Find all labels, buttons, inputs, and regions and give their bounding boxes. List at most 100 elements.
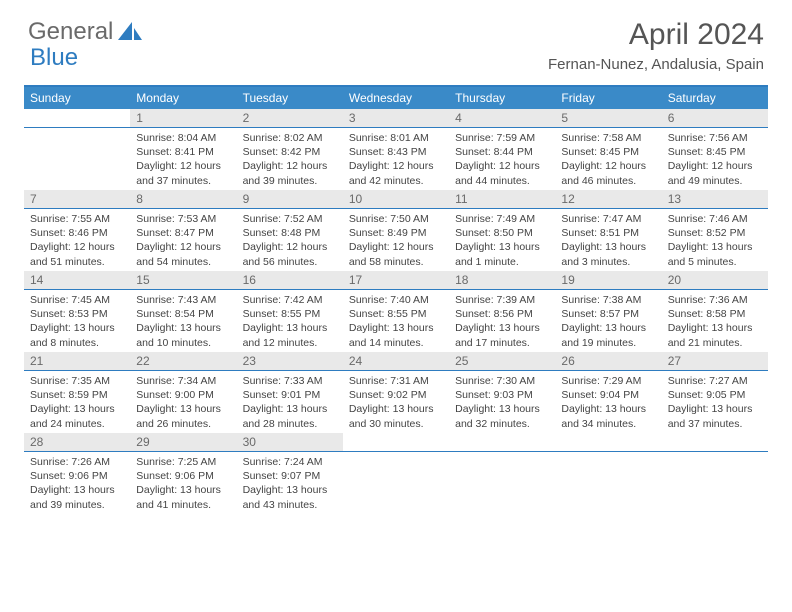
day-cell: Sunrise: 7:46 AMSunset: 8:52 PMDaylight:… [662, 209, 768, 271]
sunrise-text: Sunrise: 7:55 AM [30, 212, 124, 226]
sunset-text: Sunset: 8:50 PM [455, 226, 549, 240]
day-number: 14 [24, 271, 130, 289]
sunset-text: Sunset: 8:58 PM [668, 307, 762, 321]
day-number: 28 [24, 433, 130, 451]
daylight-text: Daylight: 12 hours and 44 minutes. [455, 159, 549, 187]
title-block: April 2024 Fernan-Nunez, Andalusia, Spai… [548, 18, 764, 73]
day-cell: Sunrise: 7:33 AMSunset: 9:01 PMDaylight:… [237, 371, 343, 433]
day-number: 25 [449, 352, 555, 370]
day-cell [24, 128, 130, 190]
weekday-header-row: Sunday Monday Tuesday Wednesday Thursday… [24, 87, 768, 109]
daylight-text: Daylight: 13 hours and 30 minutes. [349, 402, 443, 430]
day-cell: Sunrise: 7:29 AMSunset: 9:04 PMDaylight:… [555, 371, 661, 433]
daylight-text: Daylight: 13 hours and 32 minutes. [455, 402, 549, 430]
sunrise-text: Sunrise: 7:40 AM [349, 293, 443, 307]
logo-text-1: General [28, 18, 113, 46]
sunrise-text: Sunrise: 7:58 AM [561, 131, 655, 145]
day-number: 23 [237, 352, 343, 370]
day-number: 20 [662, 271, 768, 289]
daylight-text: Daylight: 13 hours and 37 minutes. [668, 402, 762, 430]
logo-text-2: Blue [30, 44, 78, 72]
sunrise-text: Sunrise: 7:46 AM [668, 212, 762, 226]
daylight-text: Daylight: 13 hours and 41 minutes. [136, 483, 230, 511]
daylight-text: Daylight: 12 hours and 39 minutes. [243, 159, 337, 187]
sunrise-text: Sunrise: 7:50 AM [349, 212, 443, 226]
day-number [449, 433, 555, 451]
sunrise-text: Sunrise: 7:39 AM [455, 293, 549, 307]
sunrise-text: Sunrise: 7:47 AM [561, 212, 655, 226]
day-number: 21 [24, 352, 130, 370]
sunrise-text: Sunrise: 7:52 AM [243, 212, 337, 226]
day-number: 18 [449, 271, 555, 289]
sunset-text: Sunset: 8:51 PM [561, 226, 655, 240]
weekday-header: Tuesday [237, 87, 343, 109]
sunrise-text: Sunrise: 7:29 AM [561, 374, 655, 388]
day-cell: Sunrise: 8:02 AMSunset: 8:42 PMDaylight:… [237, 128, 343, 190]
sunset-text: Sunset: 8:44 PM [455, 145, 549, 159]
sunset-text: Sunset: 8:46 PM [30, 226, 124, 240]
logo: General [28, 18, 146, 46]
sunrise-text: Sunrise: 7:56 AM [668, 131, 762, 145]
day-info-row: Sunrise: 7:55 AMSunset: 8:46 PM Daylight:… [24, 209, 768, 271]
sunrise-text: Sunrise: 8:02 AM [243, 131, 337, 145]
day-number [662, 433, 768, 451]
day-number: 29 [130, 433, 236, 451]
daylight-text: Daylight: 12 hours and 58 minutes. [349, 240, 443, 268]
day-cell: Sunrise: 7:43 AMSunset: 8:54 PMDaylight:… [130, 290, 236, 352]
day-cell: Sunrise: 7:49 AMSunset: 8:50 PMDaylight:… [449, 209, 555, 271]
day-cell: Sunrise: 7:25 AMSunset: 9:06 PMDaylight:… [130, 452, 236, 514]
day-cell [449, 452, 555, 514]
sunrise-text: Sunrise: 7:26 AM [30, 455, 124, 469]
day-cell: Sunrise: 7:27 AMSunset: 9:05 PMDaylight:… [662, 371, 768, 433]
daylight-text: Daylight: 13 hours and 43 minutes. [243, 483, 337, 511]
sunset-text: Sunset: 9:00 PM [136, 388, 230, 402]
day-cell: Sunrise: 8:01 AMSunset: 8:43 PMDaylight:… [343, 128, 449, 190]
daylight-text: Daylight: 12 hours and 56 minutes. [243, 240, 337, 268]
daylight-text: Daylight: 13 hours and 3 minutes. [561, 240, 655, 268]
sunset-text: Sunset: 9:03 PM [455, 388, 549, 402]
day-info-row: Sunrise: 7:26 AMSunset: 9:06 PMDaylight:… [24, 452, 768, 514]
day-cell: Sunrise: 7:59 AMSunset: 8:44 PMDaylight:… [449, 128, 555, 190]
sunrise-text: Sunrise: 7:30 AM [455, 374, 549, 388]
daylight-text: Daylight: 13 hours and 10 minutes. [136, 321, 230, 349]
day-number: 7 [24, 190, 130, 208]
weekday-header: Thursday [449, 87, 555, 109]
sunrise-text: Sunrise: 7:38 AM [561, 293, 655, 307]
sunset-text: Sunset: 8:45 PM [561, 145, 655, 159]
weekday-header: Wednesday [343, 87, 449, 109]
daylight-text: Daylight: 12 hours and 46 minutes. [561, 159, 655, 187]
day-number-row: 123456 [24, 109, 768, 128]
day-number: 3 [343, 109, 449, 127]
day-number: 17 [343, 271, 449, 289]
day-cell: Sunrise: 7:36 AMSunset: 8:58 PMDaylight:… [662, 290, 768, 352]
sunrise-text: Sunrise: 7:53 AM [136, 212, 230, 226]
sunrise-text: Sunrise: 7:27 AM [668, 374, 762, 388]
page-title: April 2024 [548, 18, 764, 52]
day-cell: Sunrise: 7:56 AMSunset: 8:45 PMDaylight:… [662, 128, 768, 190]
daylight-text: Daylight: 13 hours and 28 minutes. [243, 402, 337, 430]
day-number: 12 [555, 190, 661, 208]
sunrise-text: Sunrise: 7:43 AM [136, 293, 230, 307]
day-cell: Sunrise: 7:39 AMSunset: 8:56 PMDaylight:… [449, 290, 555, 352]
sunrise-text: Sunrise: 8:01 AM [349, 131, 443, 145]
day-cell: Sunrise: 7:26 AMSunset: 9:06 PMDaylight:… [24, 452, 130, 514]
daylight-text: Daylight: 12 hours and 54 minutes. [136, 240, 230, 268]
day-number-row: 78910111213 [24, 190, 768, 209]
day-cell [662, 452, 768, 514]
sunrise-text: Sunrise: 7:49 AM [455, 212, 549, 226]
day-number: 8 [130, 190, 236, 208]
day-cell: Sunrise: 7:47 AMSunset: 8:51 PMDaylight:… [555, 209, 661, 271]
day-cell: Sunrise: 7:58 AMSunset: 8:45 PMDaylight:… [555, 128, 661, 190]
day-number: 24 [343, 352, 449, 370]
day-cell: Sunrise: 7:42 AMSunset: 8:55 PMDaylight:… [237, 290, 343, 352]
sunset-text: Sunset: 8:41 PM [136, 145, 230, 159]
day-info-row: Sunrise: 7:45 AMSunset: 8:53 PMDaylight:… [24, 290, 768, 352]
sunrise-text: Sunrise: 7:42 AM [243, 293, 337, 307]
daylight-text: Daylight: 13 hours and 12 minutes. [243, 321, 337, 349]
sunset-text: Sunset: 8:57 PM [561, 307, 655, 321]
sunrise-text: Sunrise: 8:04 AM [136, 131, 230, 145]
sunset-text: Sunset: 8:56 PM [455, 307, 549, 321]
sunset-text: Sunset: 9:01 PM [243, 388, 337, 402]
day-cell: Sunrise: 7:35 AMSunset: 8:59 PMDaylight:… [24, 371, 130, 433]
sunset-text: Sunset: 8:52 PM [668, 226, 762, 240]
